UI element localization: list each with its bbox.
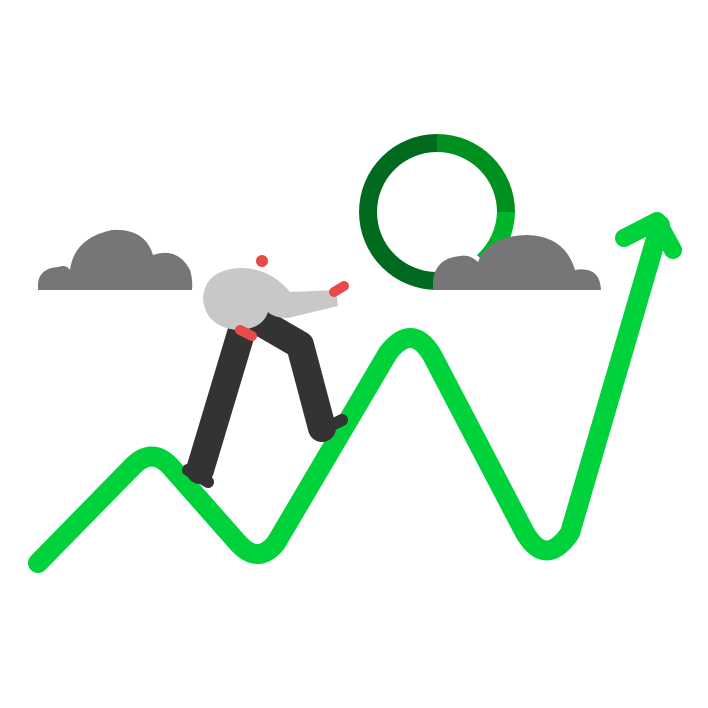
growth-arrow-icon <box>28 212 682 573</box>
trend-line <box>28 215 670 573</box>
cloud-left <box>38 229 193 290</box>
ring-segment-dark <box>359 134 437 290</box>
person-leg-back <box>186 306 259 484</box>
person-foot-front <box>312 414 348 438</box>
person-shirt <box>203 268 338 330</box>
cloud-right <box>433 235 601 290</box>
person-figure <box>182 255 349 488</box>
person-hand-front <box>329 281 349 297</box>
arrow-head <box>615 212 682 259</box>
person-foot-back <box>182 464 214 488</box>
person-hand-back <box>235 325 257 341</box>
person-head <box>256 255 268 267</box>
person-leg-front <box>236 302 336 442</box>
ring-segment-mid <box>437 134 515 212</box>
